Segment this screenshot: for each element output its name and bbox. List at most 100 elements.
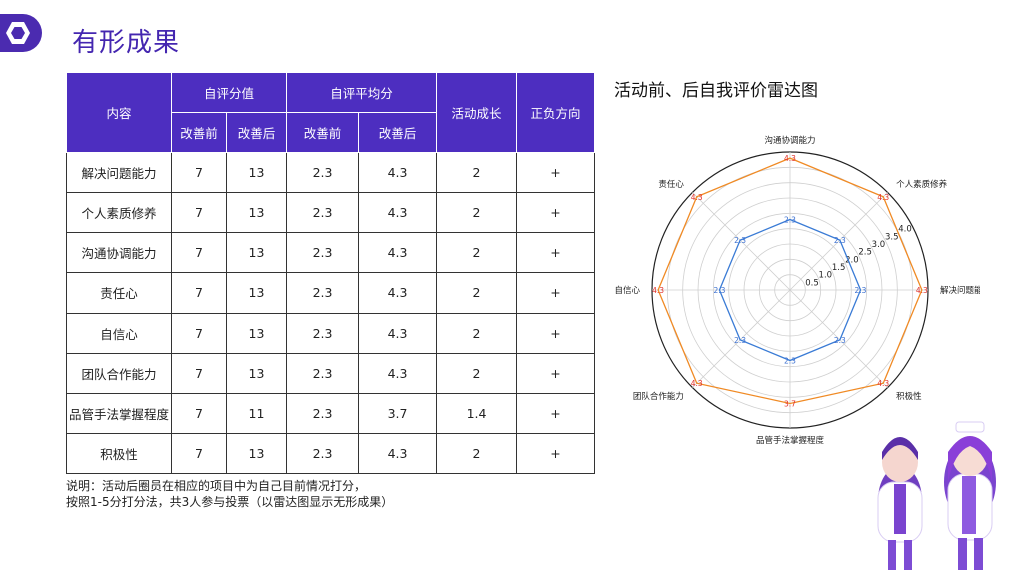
table-row: 解决问题能力 7 13 2.3 4.3 2 + [66, 151, 596, 194]
score-before: 7 [171, 392, 227, 434]
radar-data-label: 2.3 [734, 236, 746, 245]
radar-tick-label: 3.5 [885, 232, 899, 242]
avg-before: 2.3 [286, 392, 360, 434]
radar-data-label: 4.3 [691, 379, 703, 388]
score-after: 13 [225, 312, 288, 354]
table-row: 品管手法掌握程度 7 11 2.3 3.7 1.4 + [66, 392, 596, 434]
radar-category-label: 责任心 [658, 179, 684, 190]
header-score-after: 改善后 [225, 112, 288, 153]
score-after: 11 [225, 392, 288, 434]
radar-category-label: 积极性 [896, 391, 922, 402]
header-avg-after: 改善后 [358, 112, 438, 153]
score-after: 13 [225, 232, 288, 274]
table-row: 个人素质修养 7 13 2.3 4.3 2 + [66, 192, 596, 234]
direction: + [516, 432, 596, 475]
row-name: 责任心 [66, 272, 172, 314]
row-name: 个人素质修养 [66, 192, 172, 234]
score-before: 7 [171, 352, 227, 394]
avg-after: 4.3 [358, 312, 438, 354]
radar-data-label: 4.3 [691, 193, 703, 202]
radar-tick-label: 2.0 [845, 255, 859, 265]
score-after: 13 [225, 151, 288, 194]
radar-data-label: 2.3 [834, 336, 846, 345]
table-row: 自信心 7 13 2.3 4.3 2 + [66, 312, 596, 354]
radar-category-label: 沟通协调能力 [764, 135, 815, 146]
radar-series-before [718, 218, 862, 362]
growth: 2 [436, 352, 518, 394]
growth: 1.4 [436, 392, 518, 434]
radar-data-label: 4.3 [784, 154, 796, 163]
note: 说明：活动后圈员在相应的项目中为自己目前情况打分， 按照1-5分打分法，共3人参… [66, 478, 393, 510]
radar-data-label: 4.3 [652, 286, 664, 295]
radar-category-label: 团队合作能力 [633, 391, 684, 402]
avg-after: 4.3 [358, 151, 438, 194]
direction: + [516, 392, 596, 434]
table-row: 责任心 7 13 2.3 4.3 2 + [66, 272, 596, 314]
header-score-before: 改善前 [171, 112, 227, 153]
score-before: 7 [171, 432, 227, 475]
avg-after: 3.7 [358, 392, 438, 434]
header-self-avg: 自评平均分 [286, 72, 438, 113]
row-name: 积极性 [66, 432, 172, 475]
row-name: 沟通协调能力 [66, 232, 172, 274]
radar-title: 活动前、后自我评价雷达图 [614, 81, 818, 101]
direction: + [516, 272, 596, 314]
avg-before: 2.3 [286, 232, 360, 274]
score-after: 13 [225, 192, 288, 234]
avg-before: 2.3 [286, 312, 360, 354]
growth: 2 [436, 312, 518, 354]
avg-after: 4.3 [358, 432, 438, 475]
avg-before: 2.3 [286, 272, 360, 314]
radar-tick-label: 2.5 [858, 248, 872, 258]
direction: + [516, 151, 596, 194]
nurse-illustration-icon [877, 421, 996, 570]
avg-before: 2.3 [286, 192, 360, 234]
growth: 2 [436, 432, 518, 475]
radar-data-label: 2.3 [734, 336, 746, 345]
score-before: 7 [171, 312, 227, 354]
header-self-score: 自评分值 [170, 72, 288, 113]
radar-category-label: 自信心 [614, 285, 640, 296]
radar-data-label: 2.3 [784, 357, 796, 366]
radar-data-label: 2.3 [855, 286, 867, 295]
avg-after: 4.3 [358, 192, 438, 234]
avg-after: 4.3 [358, 272, 438, 314]
radar-data-label: 2.3 [713, 286, 725, 295]
radar-tick-label: 3.0 [872, 240, 886, 250]
score-before: 7 [171, 192, 227, 234]
header-direction: 正负方向 [516, 72, 596, 153]
radar-data-label: 4.3 [877, 193, 889, 202]
header-growth: 活动成长 [436, 72, 518, 153]
table-row: 沟通协调能力 7 13 2.3 4.3 2 + [66, 232, 596, 274]
logo-badge [0, 14, 42, 52]
growth: 2 [436, 232, 518, 274]
header-avg-before: 改善前 [286, 112, 360, 153]
radar-tick-label: 1.0 [819, 271, 833, 281]
radar-data-label: 4.3 [877, 379, 889, 388]
row-name: 品管手法掌握程度 [66, 392, 172, 434]
radar-category-label: 解决问题能力 [940, 285, 980, 296]
direction: + [516, 352, 596, 394]
score-before: 7 [171, 151, 227, 194]
radar-tick-label: 0.5 [805, 278, 819, 288]
header-content: 内容 [66, 72, 172, 153]
radar-chart: 0.51.01.52.02.53.03.54.0 2.3 2.3 2.3 2.3 2.3 2… [614, 135, 980, 446]
radar-spoke [789, 192, 888, 291]
score-after: 13 [225, 352, 288, 394]
avg-after: 4.3 [358, 232, 438, 274]
row-name: 团队合作能力 [66, 352, 172, 394]
growth: 2 [436, 192, 518, 234]
radar-data-label: 2.3 [784, 215, 796, 224]
radar-spoke [692, 192, 791, 291]
row-name: 自信心 [66, 312, 172, 354]
radar-data-label: 3.7 [784, 399, 796, 408]
direction: + [516, 232, 596, 274]
note-line: 按照1-5分打分法，共3人参与投票（以雷达图显示无形成果） [66, 495, 394, 509]
radar-tick-label: 1.5 [832, 263, 846, 273]
growth: 2 [436, 151, 518, 194]
avg-before: 2.3 [286, 432, 360, 475]
results-table: 内容 自评分值 自评平均分 活动成长 正负方向 改善前 改善后 改善前 改善后 … [66, 72, 596, 475]
direction: + [516, 192, 596, 234]
radar-tick-label: 4.0 [898, 225, 912, 235]
avg-after: 4.3 [358, 352, 438, 394]
